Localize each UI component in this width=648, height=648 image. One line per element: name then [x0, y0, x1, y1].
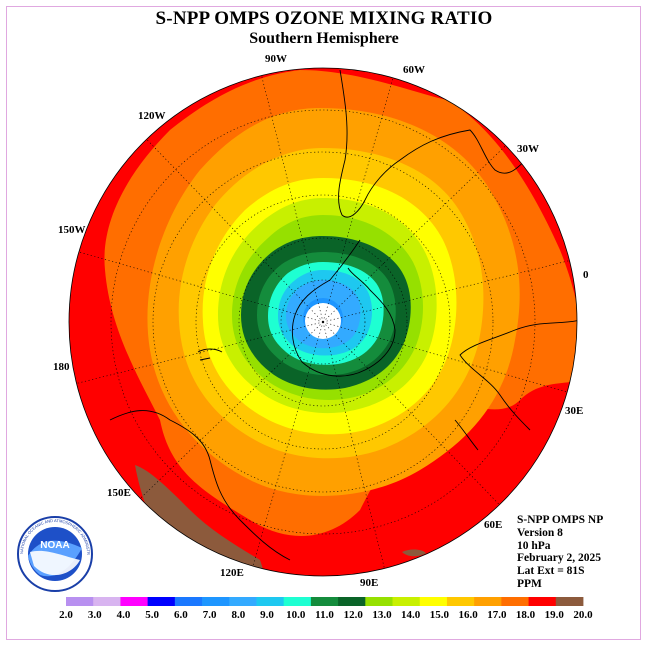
- meridian-line: [322, 321, 385, 569]
- meridian-line: [78, 251, 324, 323]
- map-border: [68, 67, 578, 577]
- figure-title: S-NPP OMPS OZONE MIXING RATIO: [155, 8, 493, 29]
- colorbar-tick-label: 13.0: [372, 609, 392, 621]
- colorbar-tick-label: 6.0: [174, 609, 188, 621]
- graticule: [76, 75, 570, 569]
- colorbar-swatch: [528, 597, 557, 606]
- colorbar-swatch: [147, 597, 176, 606]
- colorbar-tick-label: 10.0: [286, 609, 306, 621]
- colorbar-swatch: [555, 597, 584, 606]
- lat-circle-50: [152, 151, 494, 493]
- lat-circle-80: [280, 279, 366, 365]
- colorbar-swatch: [501, 597, 529, 606]
- meridian-line: [261, 75, 324, 323]
- lon-label-150w: 150W: [58, 224, 86, 236]
- meridian-line: [252, 321, 324, 567]
- colorbar-tick-label: 11.0: [315, 609, 334, 621]
- info-lat-ext: Lat Ext = 81S: [517, 565, 585, 578]
- colorbar: 2.0 3.0 4.0 5.0 6.0 7.0 8.0 9.0 10.0 11.0 12.0 13.0…: [59, 597, 593, 621]
- colorbar-swatch: [256, 597, 285, 606]
- colorbar-swatch: [474, 597, 502, 606]
- lon-label-30e: 30E: [565, 405, 583, 417]
- lon-label-150e: 150E: [107, 487, 131, 499]
- colorbar-tick-label: 20.0: [573, 609, 593, 621]
- lat-circle-60: [195, 194, 451, 450]
- colorbar-swatch: [419, 597, 448, 606]
- meridian-line: [140, 321, 324, 499]
- meridian-line: [322, 321, 568, 393]
- lon-label-180: 180: [53, 361, 70, 373]
- colorbar-swatch: [392, 597, 421, 606]
- lon-label-90w: 90W: [265, 53, 287, 65]
- field-level-20-south: [402, 549, 426, 557]
- colorbar-swatch: [283, 597, 312, 606]
- meridian-line: [76, 321, 324, 384]
- lon-label-60w: 60W: [403, 64, 425, 76]
- coastline-australia: [109, 410, 291, 561]
- info-block: S-NPP OMPS NP Version 8 10 hPa February …: [517, 514, 603, 591]
- colorbar-tick-label: 8.0: [231, 609, 245, 621]
- colorbar-tick-label: 18.0: [516, 609, 536, 621]
- colorbar-swatch: [446, 597, 475, 606]
- info-version: Version 8: [517, 526, 563, 539]
- lon-label-30w: 30W: [517, 143, 539, 155]
- lon-label-60e: 60E: [484, 519, 502, 531]
- lat-circle-70: [238, 237, 408, 407]
- colorbar-tick-label: 15.0: [430, 609, 450, 621]
- colorbar-swatch: [202, 597, 230, 606]
- lat-circle-40: [110, 109, 536, 535]
- coastline-south-america: [338, 69, 536, 218]
- lon-label-120e: 120E: [220, 567, 244, 579]
- info-level: 10 hPa: [517, 539, 551, 552]
- figure-frame: [6, 6, 641, 640]
- colorbar-swatch: [93, 597, 121, 606]
- coastline-africa: [459, 319, 577, 431]
- meridian-line: [322, 321, 500, 505]
- coastline-new-zealand: [197, 348, 223, 361]
- lon-label-120w: 120W: [138, 110, 166, 122]
- colorbar-swatch: [310, 597, 339, 606]
- coastline-madagascar: [454, 419, 479, 451]
- colorbar-swatch: [338, 597, 366, 606]
- colorbar-tick-label: 12.0: [344, 609, 364, 621]
- lon-label-90e: 90E: [360, 577, 378, 589]
- figure-subtitle: Southern Hemisphere: [249, 30, 399, 47]
- colorbar-tick-label: 14.0: [401, 609, 421, 621]
- colorbar-tick-label: 7.0: [203, 609, 217, 621]
- meridian-line: [146, 139, 324, 323]
- colorbar-tick-label: 19.0: [545, 609, 565, 621]
- colorbar-swatch: [174, 597, 203, 606]
- colorbar-tick-label: 9.0: [260, 609, 274, 621]
- meridians: [76, 75, 570, 569]
- colorbar-tick-label: 2.0: [59, 609, 73, 621]
- longitude-labels: 90W 60W 30W 0 30E 60E 90E 120E 150E 180 …: [53, 53, 589, 589]
- colorbar-tick-label: 3.0: [88, 609, 102, 621]
- info-instrument: S-NPP OMPS NP: [517, 514, 604, 526]
- coastline-antarctica: [291, 239, 396, 377]
- colorbar-tick-label: 17.0: [487, 609, 507, 621]
- info-date: February 2, 2025: [517, 552, 602, 565]
- meridian-line: [322, 145, 506, 323]
- colorbar-swatch: [66, 597, 94, 606]
- coastlines: [109, 69, 577, 561]
- colorbar-swatch: [365, 597, 393, 606]
- colorbar-swatch: [120, 597, 149, 606]
- colorbar-tick-label: 4.0: [117, 609, 131, 621]
- meridian-line: [322, 260, 570, 323]
- noaa-logo-text: NOAA: [40, 540, 69, 551]
- lon-label-0: 0: [583, 269, 589, 281]
- colorbar-tick-label: 5.0: [145, 609, 159, 621]
- colorbar-swatch: [229, 597, 257, 606]
- field-level-20-west: [135, 465, 270, 576]
- colorbar-tick-label: 16.0: [458, 609, 478, 621]
- meridian-line: [322, 77, 394, 323]
- info-units: PPM: [517, 577, 542, 590]
